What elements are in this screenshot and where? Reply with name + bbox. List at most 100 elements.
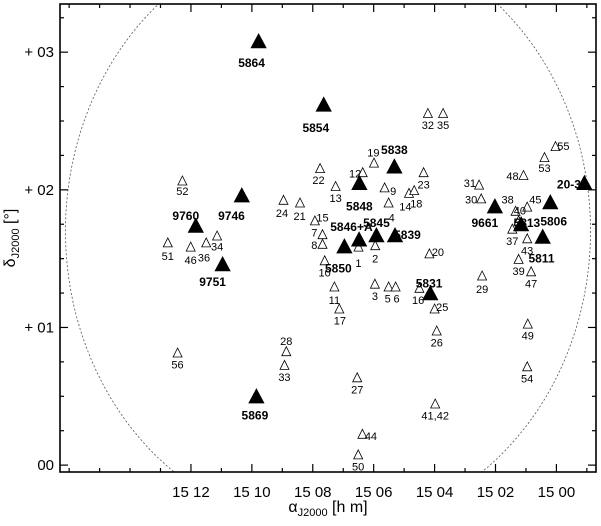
- filled-triangle-marker: [248, 388, 265, 404]
- open-triangle-marker: [383, 281, 394, 292]
- object-label: 53: [538, 163, 550, 175]
- object-label: 28: [280, 336, 292, 348]
- y-tick-label: 00: [37, 457, 54, 474]
- filled-triangle-marker: [350, 231, 368, 247]
- open-triangle-marker: [330, 180, 341, 191]
- y-tick-label: + 02: [24, 182, 54, 199]
- open-triangle-marker: [422, 107, 434, 118]
- open-triangle-marker: [353, 241, 364, 252]
- object-label: 55: [557, 141, 569, 153]
- open-triangle-marker: [473, 179, 485, 190]
- open-triangle-marker: [539, 151, 550, 163]
- object-label-bold: 5831: [416, 276, 443, 290]
- filled-triangle-marker: [233, 187, 250, 203]
- object-label: 31: [464, 178, 476, 190]
- filled-triangle-marker: [187, 217, 204, 233]
- x-tick-label: 15 12: [172, 484, 210, 501]
- object-label: 34: [211, 241, 223, 253]
- object-label: 39: [513, 266, 525, 278]
- object-label: 38: [502, 194, 514, 206]
- object-label-bold: 5813: [514, 216, 541, 230]
- object-label: 1: [355, 258, 361, 270]
- open-triangle-marker: [510, 205, 521, 216]
- object-label-bold: 9746: [218, 209, 245, 223]
- x-tick-label: 15 06: [355, 484, 393, 501]
- open-triangle-marker: [476, 270, 488, 281]
- object-label-bold: 9751: [199, 275, 226, 289]
- open-triangle-marker: [513, 253, 524, 264]
- open-triangle-marker: [522, 232, 533, 244]
- open-triangle-marker: [172, 347, 183, 358]
- open-triangle-marker: [368, 157, 380, 168]
- object-label: 9: [390, 186, 396, 198]
- open-triangle-marker: [383, 197, 394, 208]
- object-label: 17: [334, 316, 346, 328]
- filled-triangle-marker: [542, 194, 559, 210]
- open-triangle-marker: [294, 197, 306, 208]
- filled-triangle-marker: [315, 96, 332, 112]
- object-label-bold: 5839: [394, 228, 421, 242]
- y-tick-label: + 03: [24, 44, 54, 61]
- object-label: 13: [329, 193, 341, 205]
- open-triangle-marker: [314, 162, 326, 174]
- object-label: 26: [431, 338, 443, 350]
- object-label: 2: [372, 254, 378, 266]
- open-triangle-marker: [185, 241, 196, 252]
- object-label: 22: [312, 175, 324, 187]
- object-label: 50: [352, 461, 364, 473]
- open-triangle-marker: [437, 107, 449, 118]
- object-label-bold: 20-39: [557, 177, 588, 191]
- object-label-bold: 5854: [302, 121, 329, 135]
- filled-triangle-marker: [250, 33, 267, 49]
- object-label: 5: [385, 294, 391, 306]
- x-tick-label: 15 08: [294, 484, 332, 501]
- object-label: 49: [522, 331, 534, 343]
- object-label-bold: 5869: [242, 409, 269, 423]
- object-label: 52: [176, 186, 188, 198]
- object-label: 54: [521, 373, 533, 385]
- object-label-bold: 5845: [363, 216, 390, 230]
- filled-triangle-marker: [422, 284, 439, 301]
- object-label: 11: [329, 295, 340, 307]
- object-label: 3: [372, 291, 378, 303]
- open-triangle-marker: [522, 201, 533, 212]
- object-label-bold: 5846+A: [330, 220, 373, 234]
- open-triangle-marker: [281, 345, 292, 357]
- y-tick-label: + 01: [24, 319, 54, 336]
- open-triangle-marker: [518, 169, 529, 180]
- object-label: 7: [311, 227, 317, 239]
- open-triangle-marker: [177, 175, 188, 186]
- open-triangle-marker: [357, 428, 368, 439]
- filled-triangle-marker: [368, 227, 385, 243]
- axis-labels: αJ2000 [h m] δJ2000 [°]: [2, 209, 368, 519]
- open-triangle-marker: [476, 193, 487, 204]
- object-label: 6: [393, 294, 399, 306]
- object-label: 45: [529, 194, 541, 206]
- object-label-bold: 9760: [172, 209, 199, 223]
- object-label: 25: [436, 302, 448, 314]
- object-label: 14: [399, 201, 411, 213]
- open-triangle-marker: [201, 237, 212, 248]
- filled-triangle-marker: [386, 227, 404, 243]
- object-label: 44: [365, 431, 377, 443]
- object-label: 36: [198, 252, 210, 264]
- object-label: 8: [311, 240, 317, 252]
- plot-frame: [59, 3, 597, 473]
- filled-triangle-marker: [351, 174, 368, 191]
- object-label-bold: 5806: [540, 214, 567, 228]
- open-triangle-marker: [278, 194, 289, 205]
- filled-triangle-marker: [512, 216, 530, 232]
- object-label: 51: [162, 251, 174, 263]
- open-triangle-marker: [319, 254, 330, 266]
- object-label: 46: [185, 255, 197, 267]
- open-triangle-marker: [431, 325, 442, 336]
- object-markers: [162, 33, 593, 460]
- object-label: 15: [316, 212, 328, 224]
- object-label: 16: [412, 295, 424, 307]
- x-tick-label: 15 02: [477, 484, 515, 501]
- open-triangle-marker: [309, 215, 321, 226]
- open-triangle-marker: [369, 278, 381, 289]
- object-label-bold: 5864: [238, 56, 265, 70]
